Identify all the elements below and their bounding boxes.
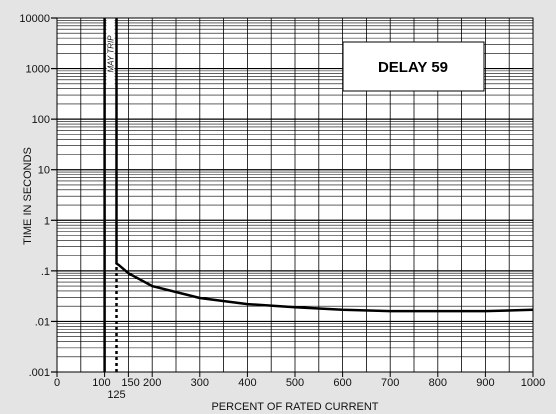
x-axis-ticks: 0 100 150 200 300 400 500 600 700 800 900 1000 125 bbox=[54, 372, 545, 401]
x-tick-label: 800 bbox=[429, 377, 447, 389]
y-tick-label: .1 bbox=[41, 266, 50, 278]
x-tick-label: 150 bbox=[121, 377, 139, 389]
x-tick-label: 0 bbox=[54, 377, 60, 389]
delay-label-box bbox=[342, 41, 485, 92]
delay-label: DELAY 59 bbox=[378, 59, 448, 76]
y-tick-label: 100 bbox=[32, 114, 50, 126]
may-trip-label: MAY TRIP bbox=[107, 35, 116, 73]
trip-curve-line bbox=[115, 18, 534, 313]
may-trip-label-bg bbox=[106, 20, 115, 88]
x-tick-label: 100 bbox=[92, 377, 110, 389]
grid bbox=[57, 18, 533, 372]
x-tick-label: 900 bbox=[476, 377, 494, 389]
x-tick-label: 1000 bbox=[521, 377, 545, 389]
x-tick-label: 300 bbox=[191, 377, 209, 389]
y-tick-label: .01 bbox=[35, 316, 50, 328]
x-tick-label: 125 bbox=[107, 389, 125, 401]
x-tick-label: 600 bbox=[333, 377, 351, 389]
y-axis-title: TIME IN SECONDS bbox=[22, 147, 34, 245]
x-tick-label: 400 bbox=[238, 377, 256, 389]
y-tick-label: .001 bbox=[29, 367, 50, 379]
y-axis-ticks: 10000 1000 100 10 1 .1 .01 .001 bbox=[19, 13, 57, 379]
y-tick-label: 10 bbox=[38, 165, 50, 177]
delay-annotation: DELAY 59 bbox=[342, 41, 485, 92]
may-trip-annotation: MAY TRIP bbox=[106, 20, 116, 88]
plot-frame bbox=[56, 17, 534, 373]
y-tick-label: 1 bbox=[44, 215, 50, 227]
x-tick-label: 700 bbox=[381, 377, 399, 389]
y-tick-label: 10000 bbox=[19, 13, 50, 25]
reference-lines bbox=[103, 18, 118, 372]
x-tick-label: 200 bbox=[143, 377, 161, 389]
x-tick-label: 500 bbox=[286, 377, 304, 389]
x-axis-title: PERCENT OF RATED CURRENT bbox=[211, 401, 378, 413]
y-tick-label: 1000 bbox=[26, 64, 50, 76]
